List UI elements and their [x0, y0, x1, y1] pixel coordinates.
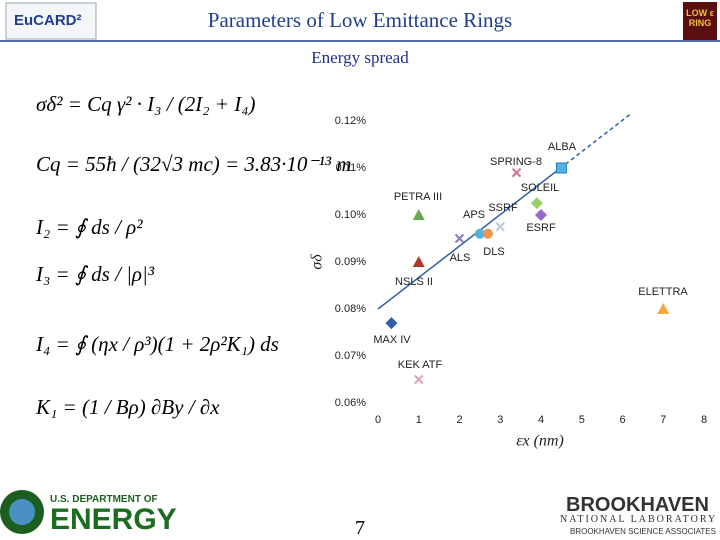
point [535, 209, 547, 221]
trend-line [377, 163, 566, 310]
point-label: SSRF [488, 202, 518, 214]
y-tick-label: 0.09% [335, 256, 366, 268]
bnl-top: BROOKHAVEN [566, 494, 709, 516]
equation: I₂ = ∮ ds / ρ² [36, 215, 143, 239]
point-label: ELETTRA [638, 286, 688, 298]
x-axis-label: εx (nm) [516, 433, 564, 450]
point-label: ALBA [548, 141, 577, 153]
equation: K₁ = (1 / Bρ) ∂By / ∂x [36, 395, 220, 419]
x-tick-label: 6 [619, 414, 625, 426]
y-axis-label: σδ [309, 254, 326, 270]
trend-line [564, 113, 632, 165]
point [555, 162, 567, 174]
point-label: DLS [483, 246, 504, 258]
x-tick-label: 3 [497, 414, 503, 426]
equation: Cq = 55ħ / (32√3 mc) = 3.83·10⁻¹³ m [36, 152, 352, 176]
point [474, 228, 485, 239]
y-tick-label: 0.06% [335, 397, 366, 409]
point-label: APS [463, 209, 485, 221]
point-label: ALS [450, 252, 471, 264]
y-tick-label: 0.10% [335, 209, 366, 221]
point [511, 167, 522, 178]
equation: I₃ = ∮ ds / |ρ|³ [36, 262, 155, 286]
point-label: ESRF [526, 222, 556, 234]
low-emittance-logo [683, 2, 717, 40]
x-tick-label: 4 [538, 414, 544, 426]
slide-subtitle: Energy spread [311, 48, 409, 67]
slide-title: Parameters of Low Emittance Rings [207, 8, 513, 32]
point [412, 209, 425, 220]
y-tick-label: 0.12% [335, 115, 366, 127]
point-label: SOLEIL [521, 182, 560, 194]
page-number: 7 [355, 517, 365, 539]
doe-top: U.S. DEPARTMENT OF [50, 494, 158, 505]
bnl-footer: BROOKHAVEN SCIENCE ASSOCIATES [570, 527, 716, 536]
equation: I₄ = ∮ (ηx / ρ³)(1 + 2ρ²K₁) ds [36, 332, 279, 356]
y-tick-label: 0.07% [335, 350, 366, 362]
y-tick-label: 0.08% [335, 303, 366, 315]
point-label: NSLS II [395, 276, 433, 288]
point [414, 374, 424, 385]
y-tick-label: 0.11% [336, 162, 367, 174]
x-tick-label: 5 [579, 414, 585, 426]
point-label: SPRING-8 [490, 156, 542, 168]
x-tick-label: 0 [375, 414, 381, 426]
point [657, 303, 670, 314]
point [483, 228, 494, 239]
point [495, 222, 505, 232]
point [454, 233, 465, 244]
logo-right: LOW ε RING [686, 8, 714, 28]
x-tick-label: 1 [416, 414, 422, 426]
doe-seal-inner [9, 499, 35, 525]
doe-bottom: ENERGY [50, 503, 177, 536]
point [530, 197, 543, 210]
point-label: KEK ATF [398, 359, 443, 371]
point-label: MAX IV [373, 334, 411, 346]
point [412, 256, 425, 267]
point-label: PETRA III [394, 191, 442, 203]
logo-left: EuCARD² [14, 12, 82, 29]
x-tick-label: 7 [660, 414, 666, 426]
eucard-logo [5, 2, 97, 40]
bnl-bottom: NATIONAL LABORATORY [560, 514, 718, 525]
point [385, 317, 398, 330]
equation: σδ² = Cq γ² · I₃ / (2I₂ + I₄) [36, 92, 256, 116]
x-tick-label: 8 [701, 414, 707, 426]
x-tick-label: 2 [456, 414, 462, 426]
